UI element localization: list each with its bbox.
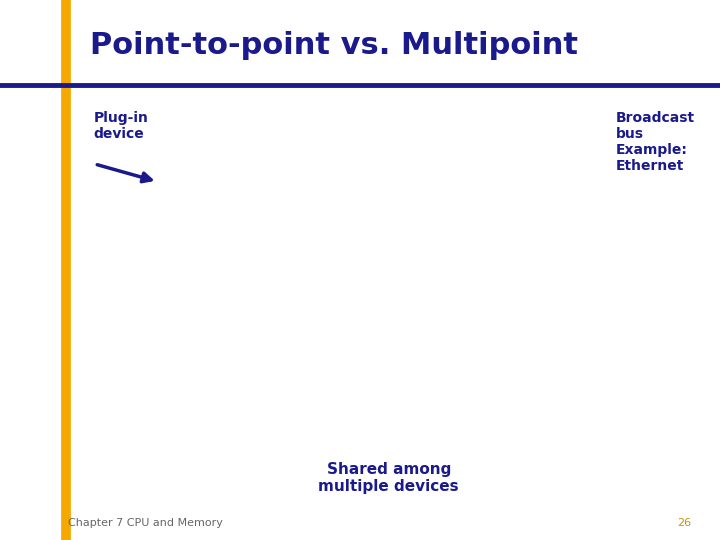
- Text: Plug-in
device: Plug-in device: [94, 111, 148, 141]
- Text: Chapter 7 CPU and Memory: Chapter 7 CPU and Memory: [68, 518, 223, 528]
- Text: Point-to-point vs. Multipoint: Point-to-point vs. Multipoint: [90, 31, 578, 60]
- Text: Broadcast
bus
Example:
Ethernet: Broadcast bus Example: Ethernet: [616, 111, 695, 173]
- Text: Shared among
multiple devices: Shared among multiple devices: [318, 462, 459, 494]
- Text: 26: 26: [677, 518, 691, 528]
